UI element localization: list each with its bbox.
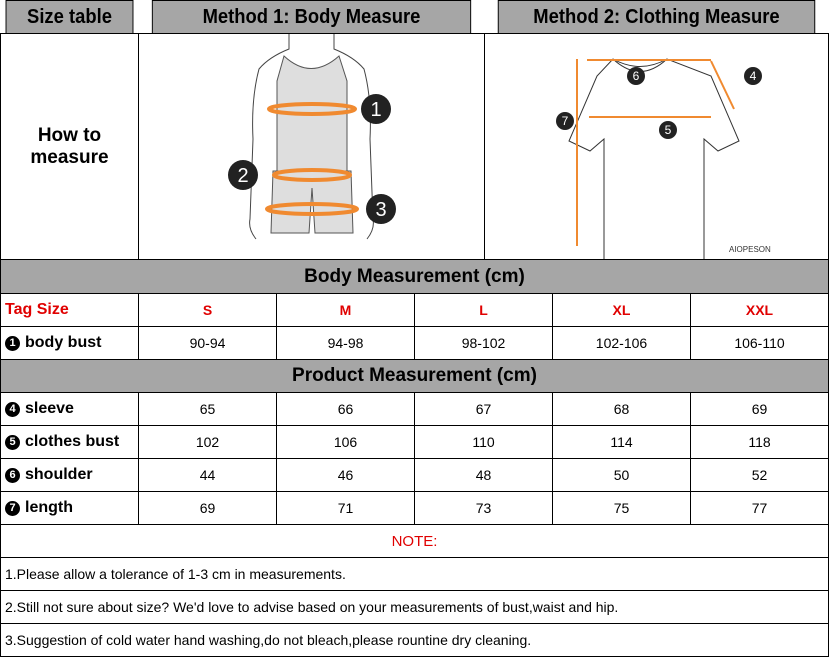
row-label-text: clothes bust — [25, 433, 120, 450]
table-cell: 118 — [690, 425, 829, 459]
brand-label: AIOPESON — [729, 245, 771, 254]
svg-text:6: 6 — [633, 69, 640, 83]
table-cell: 110 — [414, 425, 553, 459]
table-cell: 102 — [138, 425, 277, 459]
row-label-sleeve: 4 sleeve — [0, 392, 139, 426]
table-cell: 66 — [276, 392, 415, 426]
svg-text:2: 2 — [237, 165, 248, 187]
table-cell: 69 — [690, 392, 829, 426]
table-cell: 73 — [414, 491, 553, 525]
row-label-text: length — [25, 499, 73, 516]
table-cell: 77 — [690, 491, 829, 525]
row-label-clothes-bust: 5 clothes bust — [0, 425, 139, 459]
body-measure-illustration: 1 2 3 — [138, 33, 485, 260]
table-cell: 94-98 — [276, 326, 415, 360]
note-line: 1.Please allow a tolerance of 1-3 cm in … — [0, 557, 829, 591]
header-size-table: Size table — [5, 0, 134, 34]
table-cell: 50 — [552, 458, 691, 492]
size-l: L — [414, 293, 553, 327]
svg-text:4: 4 — [750, 69, 757, 83]
table-cell: 102-106 — [552, 326, 691, 360]
row-label-text: shoulder — [25, 466, 93, 483]
table-cell: 69 — [138, 491, 277, 525]
product-measurement-heading: Product Measurement (cm) — [0, 359, 829, 393]
size-xxl: XXL — [690, 293, 829, 327]
row-label-length: 7 length — [0, 491, 139, 525]
marker-icons: 1 2 3 — [228, 93, 396, 224]
number-badge-icon: 1 — [5, 335, 20, 351]
tag-size-label: Tag Size — [0, 293, 139, 327]
note-line: 2.Still not sure about size? We'd love t… — [0, 590, 829, 624]
number-badge-icon: 7 — [5, 500, 20, 516]
size-m: M — [276, 293, 415, 327]
svg-text:1: 1 — [370, 99, 381, 121]
table-cell: 67 — [414, 392, 553, 426]
row-label-text: sleeve — [25, 400, 74, 417]
number-badge-icon: 5 — [5, 434, 20, 450]
body-figure-icon: 1 2 3 — [228, 33, 396, 239]
number-badge-icon: 4 — [5, 401, 20, 417]
svg-text:7: 7 — [562, 114, 569, 128]
clothing-measure-illustration: 6 4 7 5 AIOPESON — [484, 33, 829, 260]
table-cell: 46 — [276, 458, 415, 492]
table-cell: 114 — [552, 425, 691, 459]
svg-text:3: 3 — [375, 199, 386, 221]
header-method-2: Method 2: Clothing Measure — [497, 0, 816, 34]
note-line: 3.Suggestion of cold water hand washing,… — [0, 623, 829, 657]
body-measurement-heading: Body Measurement (cm) — [0, 259, 829, 294]
table-cell: 52 — [690, 458, 829, 492]
svg-text:5: 5 — [665, 123, 672, 137]
table-cell: 48 — [414, 458, 553, 492]
number-badge-icon: 6 — [5, 467, 20, 483]
table-cell: 98-102 — [414, 326, 553, 360]
how-to-measure-label: How to measure — [0, 33, 139, 260]
note-title: NOTE: — [0, 524, 829, 558]
tshirt-figure-icon: 6 4 7 5 AIOPESON — [556, 57, 771, 260]
table-cell: 68 — [552, 392, 691, 426]
table-cell: 71 — [276, 491, 415, 525]
table-cell: 106 — [276, 425, 415, 459]
row-label-body-bust: 1 body bust — [0, 326, 139, 360]
size-xl: XL — [552, 293, 691, 327]
size-s: S — [138, 293, 277, 327]
row-label-shoulder: 6 shoulder — [0, 458, 139, 492]
table-cell: 44 — [138, 458, 277, 492]
table-cell: 90-94 — [138, 326, 277, 360]
row-label-text: body bust — [25, 334, 102, 351]
table-cell: 106-110 — [690, 326, 829, 360]
table-cell: 65 — [138, 392, 277, 426]
header-method-1: Method 1: Body Measure — [151, 0, 472, 34]
table-cell: 75 — [552, 491, 691, 525]
